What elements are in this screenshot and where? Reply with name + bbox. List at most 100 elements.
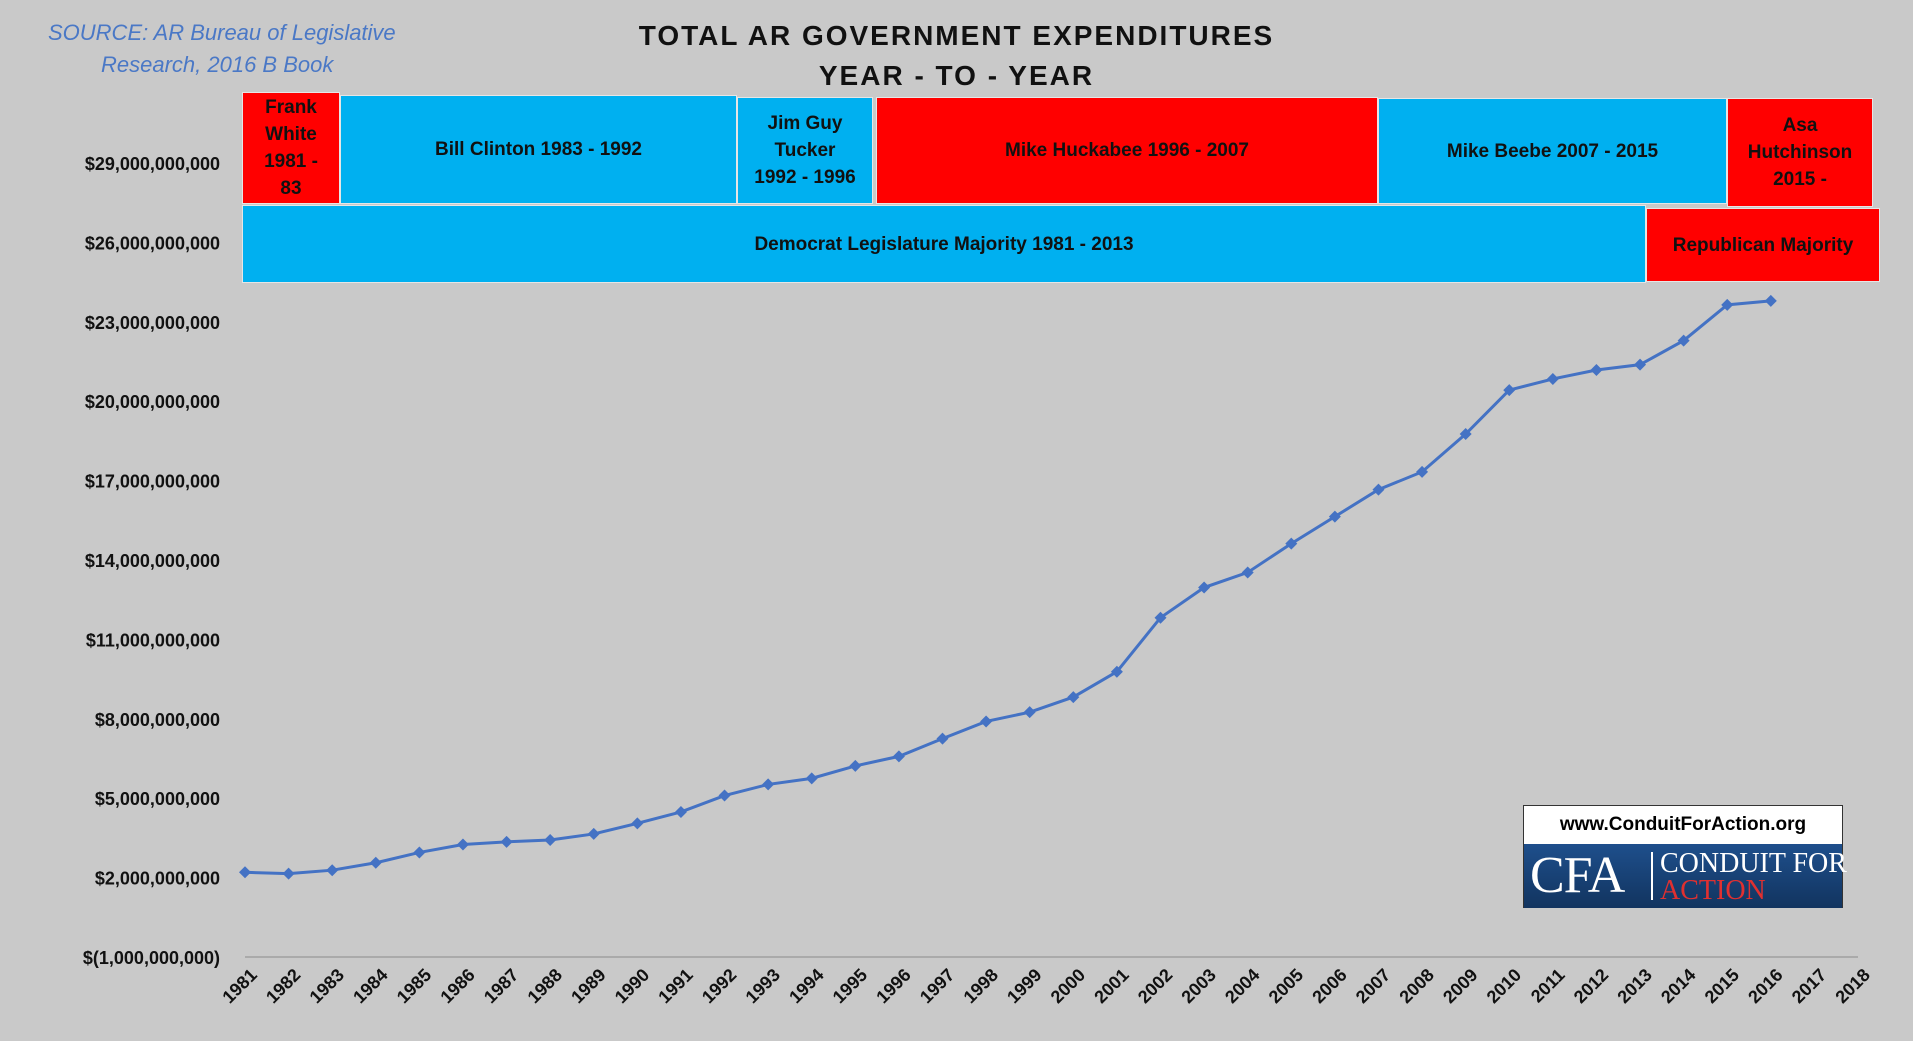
x-tick-label: 2016 [1744, 965, 1786, 1007]
x-tick-label: 2003 [1177, 965, 1219, 1007]
x-tick-label: 2011 [1527, 965, 1569, 1007]
x-tick-label: 1996 [872, 965, 914, 1007]
governor-band-asa-hutchinson: Asa Hutchinson 2015 - [1727, 98, 1873, 207]
y-tick-label: $8,000,000,000 [95, 710, 220, 730]
x-tick-label: 1993 [742, 965, 784, 1007]
data-point-marker [1285, 537, 1298, 550]
data-point-marker [1546, 372, 1559, 385]
x-tick-label: 1998 [960, 965, 1002, 1007]
governor-band-bill-clinton: Bill Clinton 1983 - 1992 [340, 95, 737, 204]
data-point-marker [1677, 334, 1690, 347]
data-point-marker [1590, 363, 1603, 376]
expenditure-series [239, 294, 1777, 880]
x-tick-label: 1992 [698, 965, 740, 1007]
x-tick-label: 1987 [480, 965, 522, 1007]
x-tick-label: 1997 [916, 965, 958, 1007]
y-tick-label: $26,000,000,000 [85, 233, 220, 253]
x-tick-label: 1990 [611, 965, 653, 1007]
data-point-marker [326, 864, 339, 877]
governor-band-mike-beebe: Mike Beebe 2007 - 2015 [1378, 98, 1727, 204]
logo-name-bottom: ACTION [1660, 875, 1766, 906]
x-tick-label: 2005 [1265, 965, 1307, 1007]
chart-subtitle-line-2: YEAR - TO - YEAR [818, 60, 1095, 91]
x-tick-label: 2012 [1570, 965, 1612, 1007]
x-tick-label: 2009 [1439, 965, 1481, 1007]
governor-band-frank-white: Frank White 1981 - 83 [242, 92, 340, 204]
series-line [244, 299, 1771, 876]
legislature-band-label: Republican Majority [1672, 234, 1854, 256]
governor-band-mike-huckabee: Mike Huckabee 1996 - 2007 [876, 97, 1378, 204]
x-tick-label: 1991 [654, 965, 696, 1007]
data-point-marker [674, 805, 687, 818]
x-tick-label: 1994 [785, 965, 827, 1007]
data-point-marker [1721, 298, 1734, 311]
x-axis: 1981 1982 1983 1984 1985 1986 1987 1988 1989 1990… [218, 956, 1874, 1007]
data-point-marker [1459, 428, 1472, 441]
data-point-marker [1241, 566, 1254, 579]
data-point-marker [1110, 665, 1123, 678]
data-point-marker [805, 772, 818, 785]
data-point-marker [456, 838, 469, 851]
x-tick-label: 1986 [436, 965, 478, 1007]
governor-band-jim-guy-tucker: Jim Guy Tucker 1992 - 1996 [737, 97, 873, 204]
logo-name-top: CONDUIT FOR [1660, 848, 1847, 879]
data-point-marker [1416, 465, 1429, 478]
y-tick-label: $2,000,000,000 [95, 869, 220, 889]
x-tick-label: 2014 [1657, 965, 1699, 1007]
x-tick-label: 1995 [829, 965, 871, 1007]
x-tick-label: 2015 [1701, 965, 1743, 1007]
data-point-marker [936, 732, 949, 745]
data-point-marker [1067, 691, 1080, 704]
data-point-marker [1503, 384, 1516, 397]
x-tick-label: 2013 [1613, 965, 1655, 1007]
data-point-marker [1328, 510, 1341, 523]
logo-url-text: www.ConduitForAction.org [1559, 814, 1807, 835]
x-tick-label: 2002 [1134, 965, 1176, 1007]
data-point-marker [544, 834, 557, 847]
x-tick-label: 1985 [393, 965, 435, 1007]
y-tick-label: $(1,000,000,000) [83, 948, 220, 968]
x-tick-label: 1999 [1003, 965, 1045, 1007]
x-tick-label: 2004 [1221, 965, 1263, 1007]
legislature-band-democrat: Democrat Legislature Majority 1981 - 201… [242, 205, 1646, 283]
x-tick-label: 2007 [1352, 965, 1394, 1007]
y-tick-label: $29,000,000,000 [85, 154, 220, 174]
governor-band-label: Mike Beebe 2007 - 2015 [1446, 140, 1659, 162]
x-tick-label: 2008 [1395, 965, 1437, 1007]
source-line-1: SOURCE: AR Bureau of Legislative [48, 20, 396, 45]
data-point-marker [1372, 483, 1385, 496]
data-point-marker [849, 759, 862, 772]
data-point-marker [282, 867, 295, 880]
governor-band-label: Frank White 1981 - 83 [264, 97, 318, 199]
x-tick-label: 1982 [262, 965, 304, 1007]
logo-abbreviation: CFA [1530, 847, 1625, 904]
x-tick-label: 2001 [1090, 965, 1132, 1007]
y-tick-label: $5,000,000,000 [95, 789, 220, 809]
logo-banner: CFA CONDUIT FOR ACTION [1524, 844, 1847, 908]
data-point-marker [239, 866, 251, 879]
x-tick-label: 1989 [567, 965, 609, 1007]
chart-title-line-1: TOTAL AR GOVERNMENT EXPENDITURES [638, 20, 1275, 51]
governor-band-label: Mike Huckabee 1996 - 2007 [1005, 140, 1249, 161]
data-point-marker [718, 789, 731, 802]
x-tick-label: 2018 [1831, 965, 1873, 1007]
legislature-band-label: Democrat Legislature Majority 1981 - 201… [754, 233, 1134, 255]
data-point-marker [1634, 358, 1647, 371]
y-tick-label: $14,000,000,000 [85, 551, 220, 571]
governor-band-label: Bill Clinton 1983 - 1992 [435, 139, 642, 160]
data-point-marker [892, 750, 905, 763]
y-axis: $(1,000,000,000) $2,000,000,000 $5,000,000… [83, 154, 220, 968]
source-line-2: Research, 2016 B Book [101, 52, 334, 77]
data-point-marker [631, 817, 644, 830]
logo-divider [1651, 852, 1653, 900]
data-point-marker [587, 827, 600, 840]
governor-band-label: Jim Guy Tucker 1992 - 1996 [754, 113, 856, 188]
x-tick-label: 2000 [1047, 965, 1089, 1007]
data-point-marker [500, 835, 513, 848]
data-point-marker [1154, 611, 1167, 624]
x-tick-label: 2010 [1483, 965, 1525, 1007]
data-point-marker [1198, 581, 1211, 594]
data-point-marker [1023, 706, 1036, 719]
